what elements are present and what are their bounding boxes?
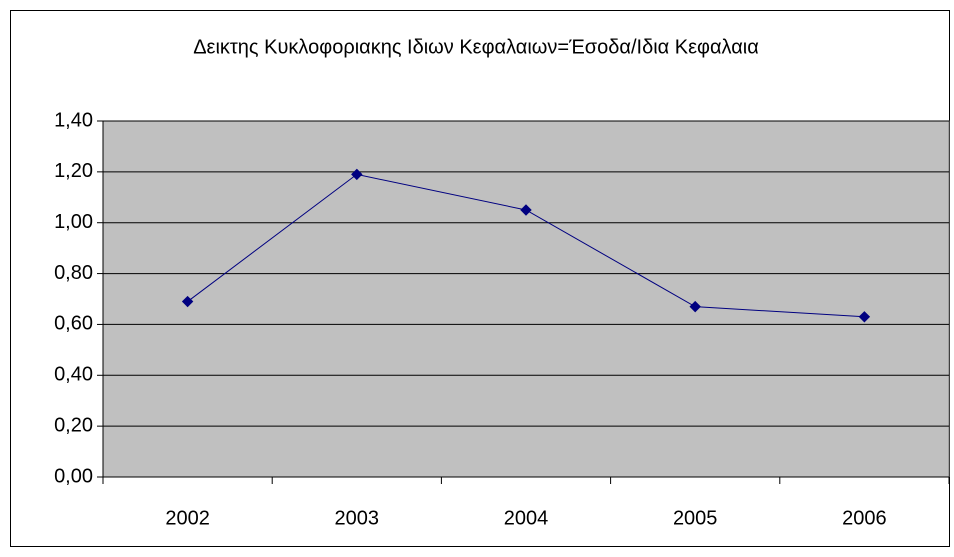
chart-title: Δεικτης Κυκλοφοριακης Ιδιων Κεφαλαιων=Έσ… xyxy=(193,36,759,58)
x-tick-label: 2002 xyxy=(165,507,210,529)
x-tick-label: 2006 xyxy=(842,507,887,529)
data-point xyxy=(689,300,701,313)
y-tick-label: 1,20 xyxy=(54,160,93,182)
x-tick-label: 2005 xyxy=(673,507,718,529)
x-tick-label: 2004 xyxy=(504,507,549,529)
y-tick-label: 1,40 xyxy=(54,109,93,131)
x-tick-label: 2003 xyxy=(335,507,380,529)
y-tick-label: 0,20 xyxy=(54,414,93,436)
data-point xyxy=(351,168,363,181)
y-tick-label: 0,80 xyxy=(54,262,93,284)
y-tick-label: 0,40 xyxy=(54,364,93,386)
y-tick-label: 1,00 xyxy=(54,211,93,233)
data-point xyxy=(520,204,532,216)
y-tick-label: 0,60 xyxy=(54,313,93,335)
data-point xyxy=(858,311,871,323)
plot-area xyxy=(102,120,950,478)
data-point xyxy=(181,295,194,308)
y-tick-label: 0,00 xyxy=(54,465,93,487)
